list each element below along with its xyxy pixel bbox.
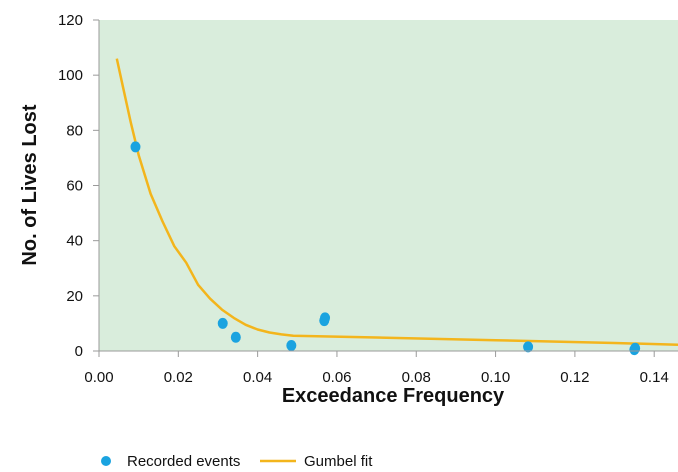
y-axis-title: No. of Lives Lost xyxy=(19,104,41,265)
recorded-event-point xyxy=(523,341,534,353)
y-ticks: 0 20 40 60 80 100 120 xyxy=(58,12,99,360)
y-tick-label: 60 xyxy=(66,178,83,195)
recorded-event-point xyxy=(630,342,641,354)
legend-marker-recorded-events xyxy=(101,456,111,466)
x-tick-label: 0.04 xyxy=(243,369,272,386)
recorded-event-point xyxy=(286,339,297,351)
y-tick-label: 0 xyxy=(75,343,83,360)
recorded-events-points xyxy=(130,141,641,356)
x-tick-label: 0.06 xyxy=(322,369,351,386)
y-tick-label: 100 xyxy=(58,67,83,84)
recorded-event-point xyxy=(130,141,141,153)
gumbel-fit-line xyxy=(115,58,678,346)
legend-label-recorded-events: Recorded events xyxy=(127,453,240,470)
x-ticks: 0.00 0.02 0.04 0.06 0.08 0.10 0.12 0.14 xyxy=(84,351,669,386)
legend: Recorded events Gumbel fit xyxy=(101,453,373,470)
x-tick-label: 0.00 xyxy=(84,369,113,386)
x-tick-label: 0.14 xyxy=(640,369,669,386)
x-tick-label: 0.08 xyxy=(402,369,431,386)
y-tick-label: 120 xyxy=(58,12,83,29)
legend-label-gumbel-fit: Gumbel fit xyxy=(304,453,373,470)
x-axis-title: Exceedance Frequency xyxy=(282,385,505,407)
x-tick-label: 0.12 xyxy=(560,369,589,386)
recorded-event-point xyxy=(320,312,331,324)
x-tick-label: 0.02 xyxy=(164,369,193,386)
y-tick-label: 20 xyxy=(66,288,83,305)
y-tick-label: 80 xyxy=(66,122,83,139)
x-tick-label: 0.10 xyxy=(481,369,510,386)
plot-background xyxy=(99,20,678,351)
recorded-event-point xyxy=(230,331,241,343)
recorded-event-point xyxy=(217,317,228,329)
y-tick-label: 40 xyxy=(66,233,83,250)
